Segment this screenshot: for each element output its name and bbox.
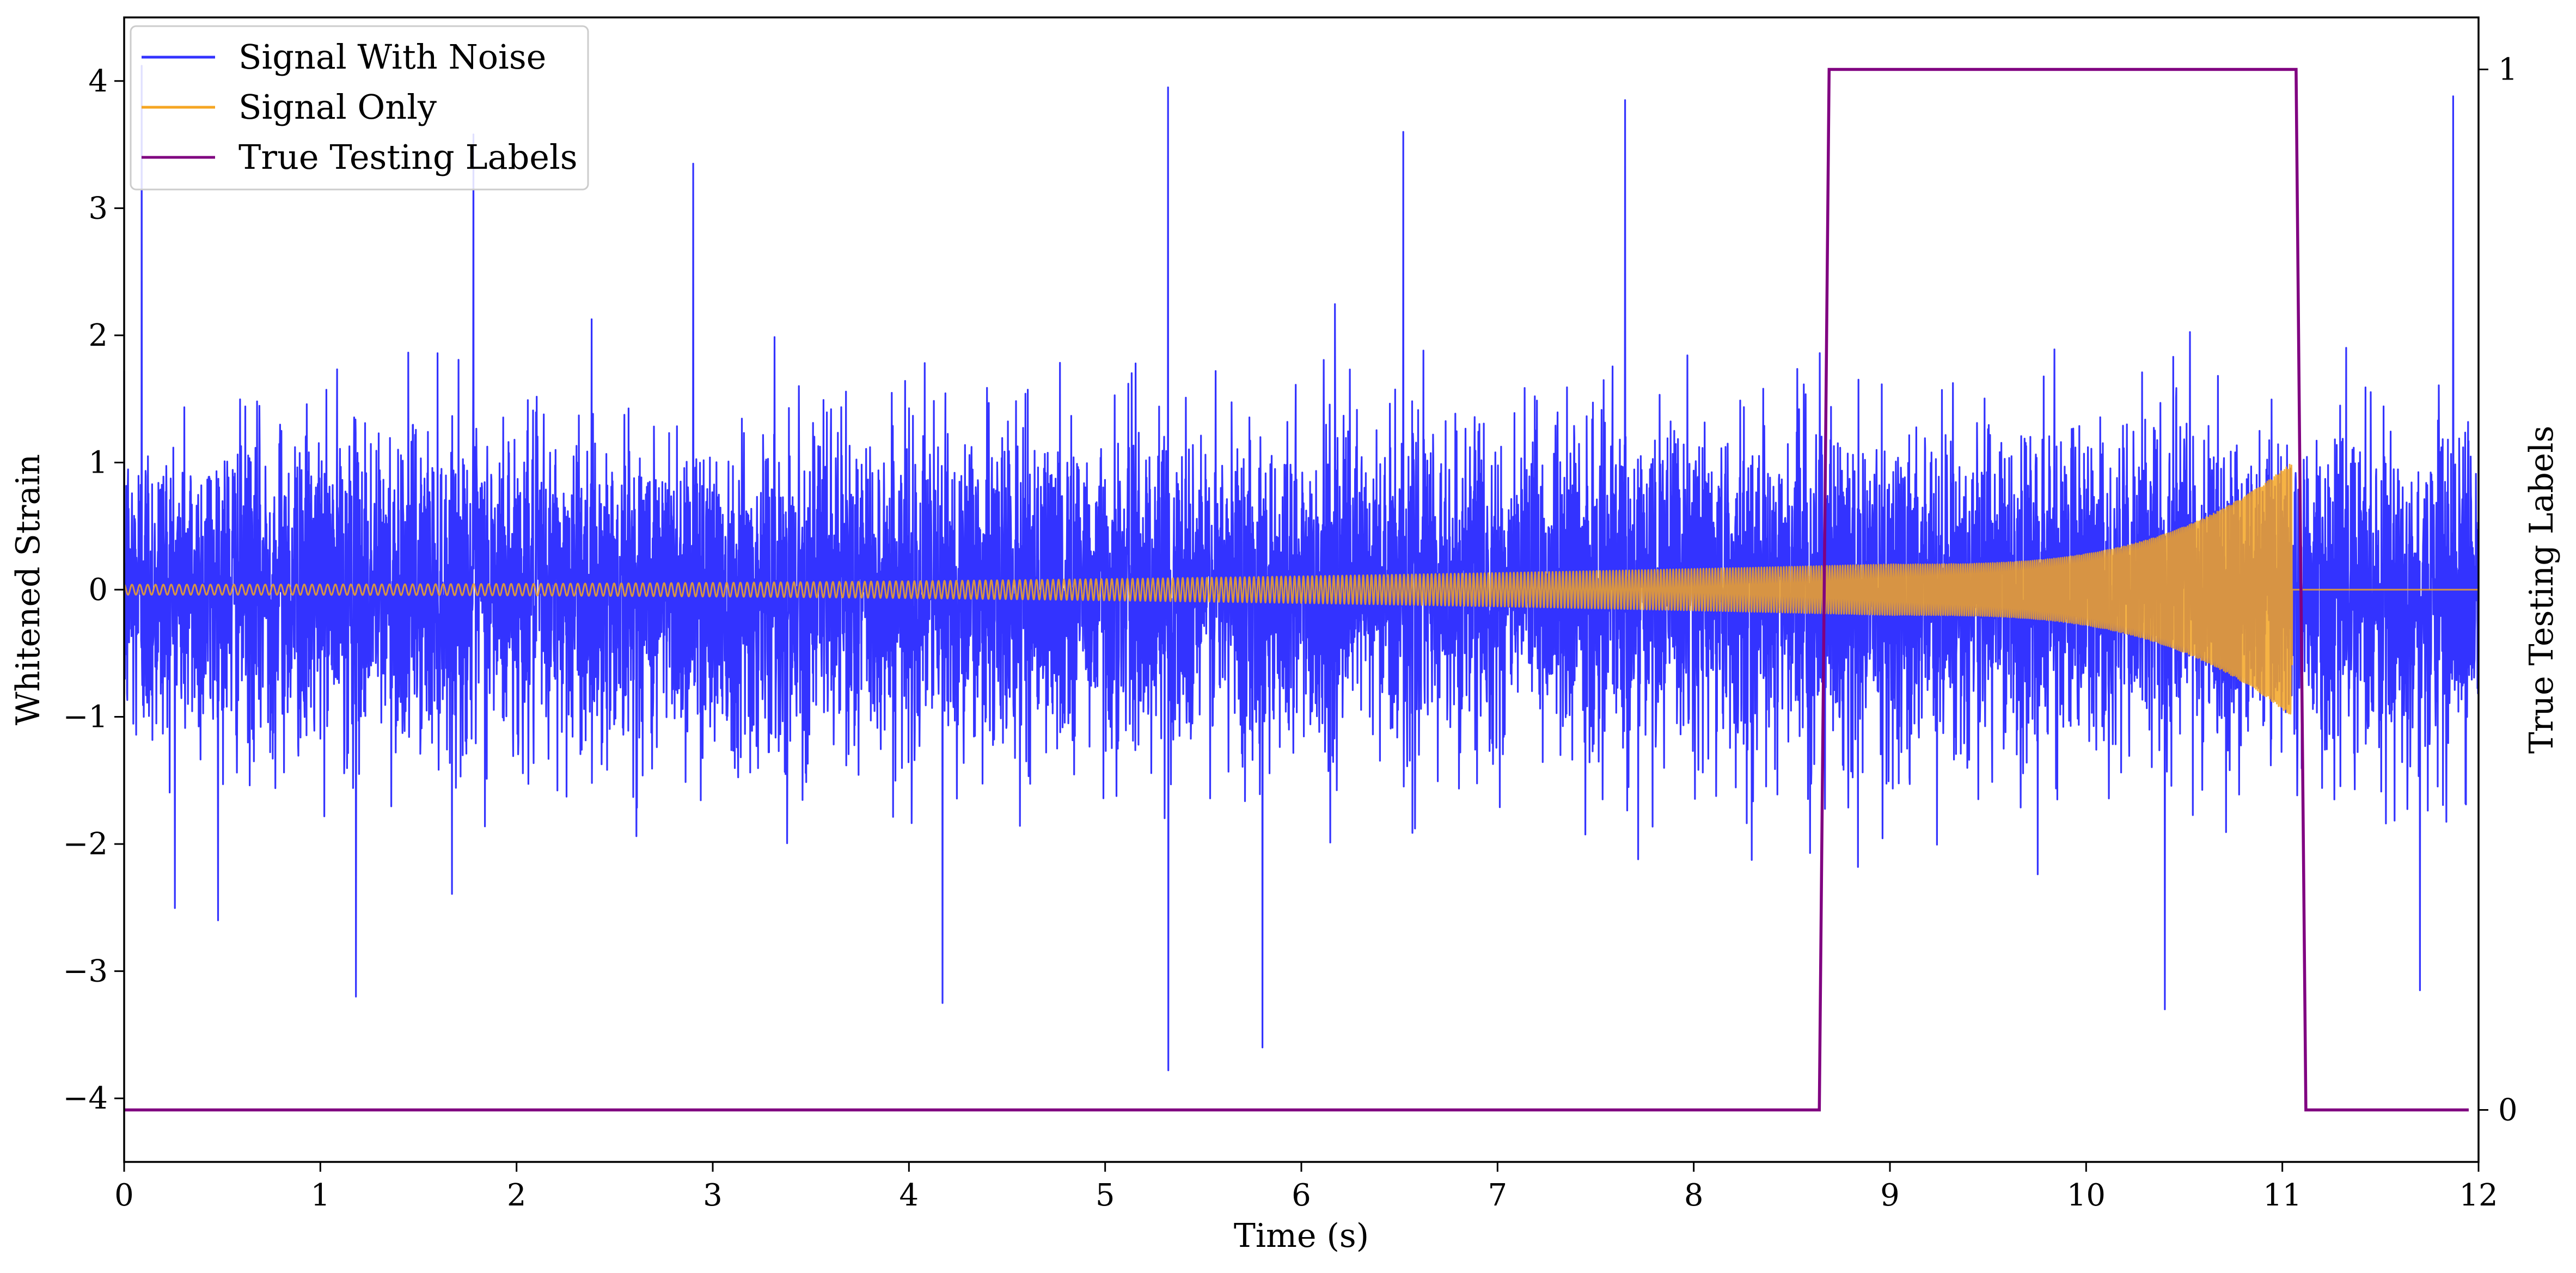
y-tick-label: −3 (63, 954, 108, 989)
legend-label-true-testing-labels: True Testing Labels (238, 137, 578, 177)
legend-label-signal-with-noise: Signal With Noise (238, 37, 546, 77)
legend-box (130, 25, 589, 191)
y-tick-label: 1 (88, 445, 108, 480)
y-tick-label: 4 (88, 64, 108, 99)
signal-only-line (123, 463, 2479, 715)
y-tick-label: −2 (63, 827, 108, 862)
y-tick-label: 2 (88, 318, 108, 353)
legend-label-signal-only: Signal Only (238, 87, 437, 127)
x-tick-label: 11 (2263, 1178, 2302, 1213)
y-tick-label: −4 (63, 1081, 108, 1116)
x-tick-label: 10 (2067, 1178, 2106, 1213)
y-tick-label: 0 (88, 572, 108, 608)
signal-only-series (123, 463, 2479, 715)
x-tick-label: 2 (507, 1178, 527, 1213)
true-testing-labels-line (124, 68, 2469, 1112)
y2-axis-title: True Testing Labels (2523, 426, 2561, 754)
x-tick-label: 8 (1684, 1178, 1704, 1213)
y-tick-label: 3 (88, 191, 108, 226)
x-tick-label: 4 (900, 1178, 919, 1213)
y-tick-label: −1 (63, 700, 108, 735)
x-tick-label: 1 (311, 1178, 331, 1213)
signal-with-noise-line (123, 65, 2480, 1072)
x-tick-label: 9 (1880, 1178, 1900, 1213)
y2-tick-label: 1 (2498, 52, 2518, 88)
x-tick-label: 7 (1488, 1178, 1508, 1213)
signal-with-noise-series (123, 65, 2480, 1072)
x-axis-title: Time (s) (1234, 1217, 1369, 1255)
y2-axis-ticks: 01 (2479, 52, 2518, 1128)
legend: Signal With Noise Signal Only True Testi… (130, 25, 589, 191)
x-tick-label: 12 (2459, 1178, 2498, 1213)
x-axis-ticks: 0 1 2 3 4 5 6 7 8 9 10 11 12 (114, 1162, 2498, 1213)
y-axis-title: Whitened Strain (9, 454, 47, 725)
x-tick-label: 5 (1096, 1178, 1115, 1213)
x-tick-label: 0 (114, 1178, 134, 1213)
true-testing-labels-series (124, 68, 2469, 1112)
y-axis-ticks: −4 −3 −2 −1 0 1 2 3 4 (63, 64, 124, 1116)
y2-tick-label: 0 (2498, 1092, 2518, 1128)
x-tick-label: 6 (1292, 1178, 1311, 1213)
x-tick-label: 3 (703, 1178, 723, 1213)
